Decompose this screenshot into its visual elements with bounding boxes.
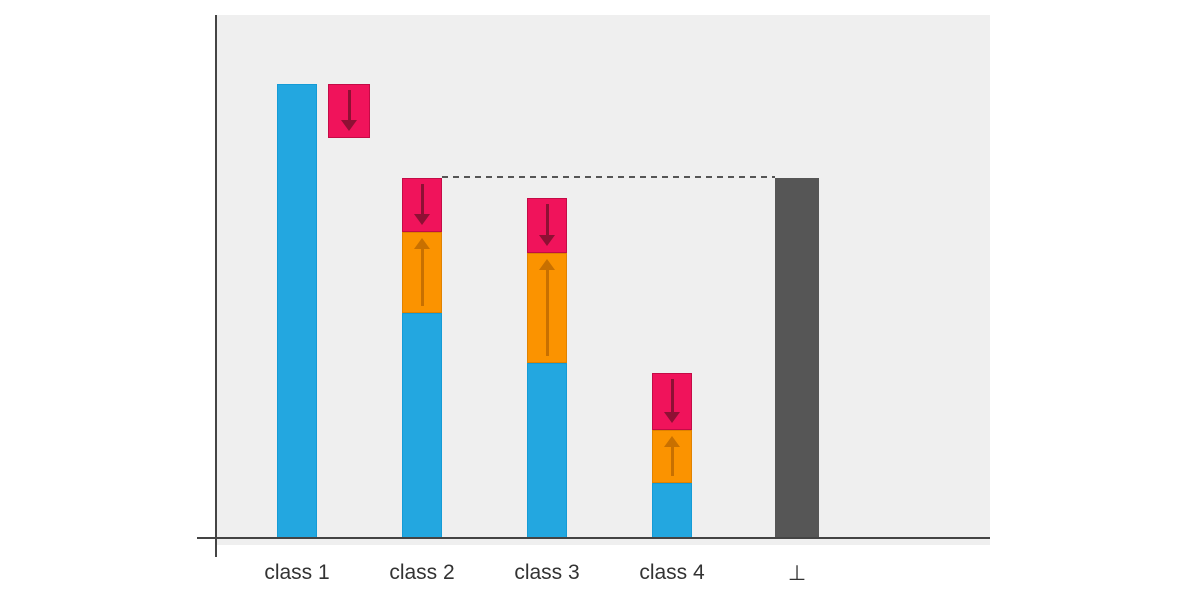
y-axis	[215, 15, 217, 557]
bar-segment-reject	[775, 178, 819, 538]
up-arrow-icon	[528, 259, 566, 356]
arrow-stem	[670, 379, 674, 415]
bar-segment-decrement	[402, 178, 442, 232]
arrow-stem	[420, 246, 424, 306]
arrow-head	[539, 259, 555, 270]
down-arrow-icon	[653, 379, 691, 423]
category-label-5: ⊥	[787, 562, 807, 585]
arrow-head	[539, 235, 555, 246]
arrow-stem	[545, 267, 549, 356]
up-arrow-icon	[403, 238, 441, 306]
arrow-head	[414, 238, 430, 249]
side-box-decrement	[328, 84, 370, 138]
arrow-stem	[347, 90, 351, 123]
arrow-stem	[545, 204, 549, 238]
bar-segment-increment	[652, 430, 692, 483]
arrow-head	[664, 436, 680, 447]
bar-segment-increment	[527, 253, 567, 363]
bar-segment-score	[402, 313, 442, 538]
category-label-3: class 3	[514, 561, 580, 584]
bar-segment-score	[277, 84, 317, 538]
threshold-dashed-line	[442, 176, 775, 178]
arrow-head	[414, 214, 430, 225]
bar-segment-increment	[402, 232, 442, 313]
arrow-stem	[420, 184, 424, 217]
bar-segment-decrement	[527, 198, 567, 253]
arrow-head	[664, 412, 680, 423]
category-label-2: class 2	[389, 561, 455, 584]
up-arrow-icon	[653, 436, 691, 476]
category-label-4: class 4	[639, 561, 705, 584]
down-arrow-icon	[528, 204, 566, 246]
down-arrow-icon	[403, 184, 441, 225]
bar-segment-score	[652, 483, 692, 538]
down-arrow-icon	[329, 90, 369, 131]
arrow-head	[341, 120, 357, 131]
arrow-stem	[670, 444, 674, 476]
x-axis	[197, 537, 990, 539]
bar-segment-decrement	[652, 373, 692, 430]
bar-segment-score	[527, 363, 567, 538]
category-label-1: class 1	[264, 561, 330, 584]
